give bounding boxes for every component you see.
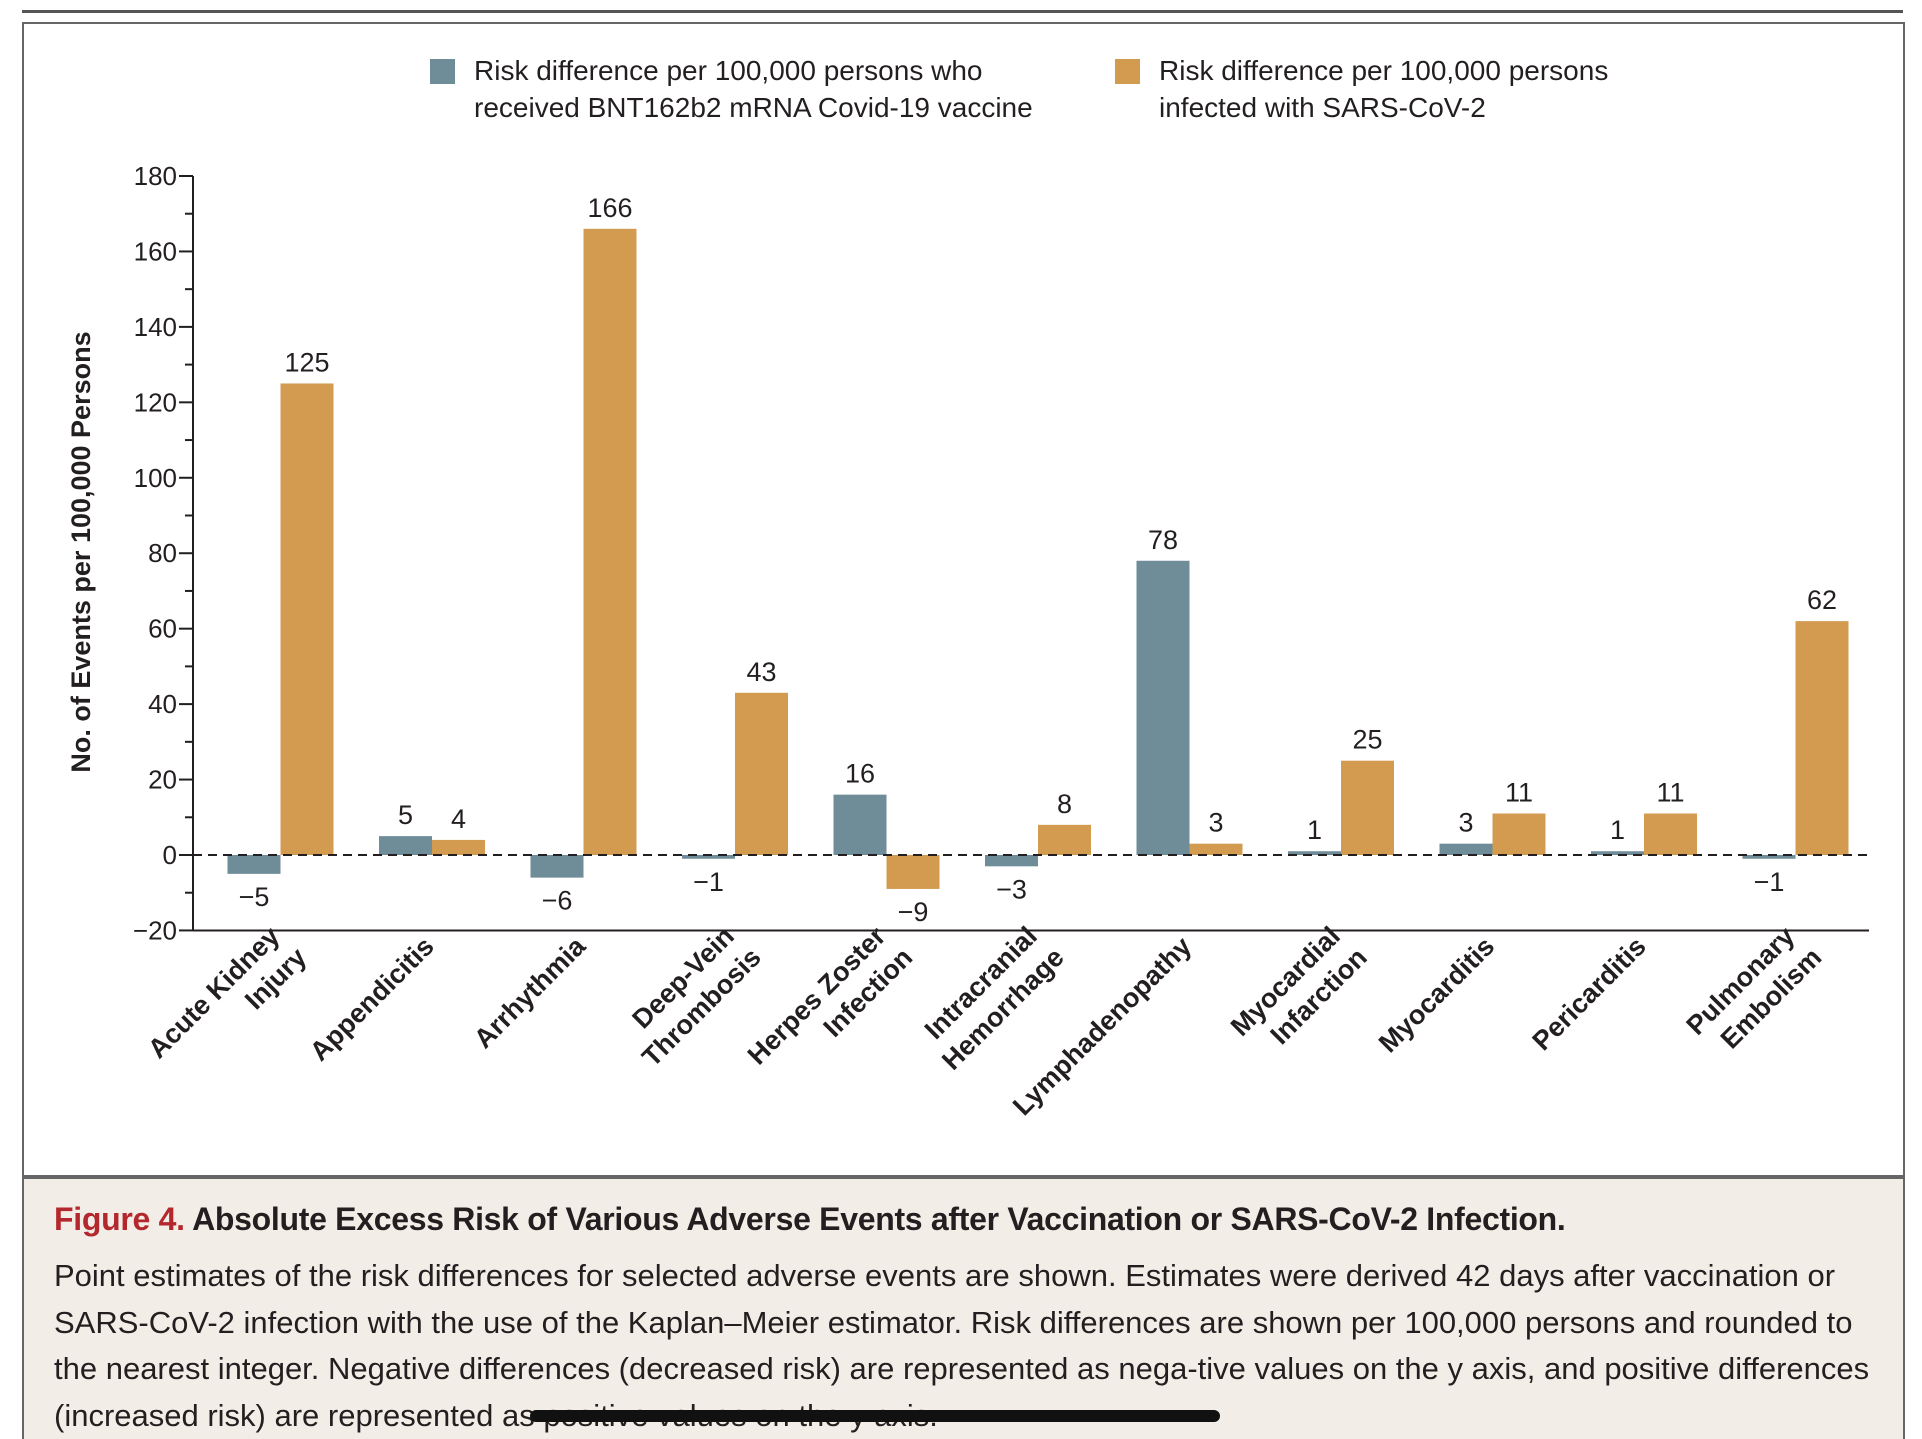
legend-label-1: Risk difference per 100,000 persons who xyxy=(474,55,982,86)
bar-vaccine xyxy=(379,836,432,855)
figure-label: Figure 4. xyxy=(54,1201,185,1237)
bar-infection xyxy=(886,855,940,889)
figure-caption: Figure 4. Absolute Excess Risk of Variou… xyxy=(22,1175,1905,1439)
category-label: Pericarditis xyxy=(1527,931,1652,1056)
data-label: 62 xyxy=(1807,585,1837,615)
legend-label-1: received BNT162b2 mRNA Covid-19 vaccine xyxy=(474,92,1033,123)
data-label: 4 xyxy=(451,804,466,834)
y-tick-label: 140 xyxy=(134,312,177,342)
bar-vaccine xyxy=(682,855,735,859)
legend-label-2: infected with SARS-CoV-2 xyxy=(1159,92,1486,123)
y-tick-label: 40 xyxy=(148,689,177,719)
data-label: 1 xyxy=(1307,815,1322,845)
bar-infection xyxy=(1795,621,1849,855)
bar-infection xyxy=(1644,813,1697,855)
home-indicator-bar[interactable] xyxy=(530,1410,1220,1422)
data-label: 3 xyxy=(1208,808,1223,838)
data-label: 78 xyxy=(1148,525,1178,555)
y-tick-label: 100 xyxy=(134,463,177,493)
bar-infection xyxy=(735,692,788,855)
y-tick-label: 80 xyxy=(148,538,177,568)
caption-title: Absolute Excess Risk of Various Adverse … xyxy=(192,1201,1566,1237)
bar-infection xyxy=(1492,813,1546,855)
bar-infection xyxy=(280,383,334,855)
data-label: 1 xyxy=(1610,815,1625,845)
bar-infection xyxy=(1341,760,1394,855)
bar-infection xyxy=(432,839,485,855)
legend-label-2: Risk difference per 100,000 persons xyxy=(1159,55,1608,86)
data-label: 11 xyxy=(1505,778,1533,808)
data-label: −1 xyxy=(1754,867,1785,897)
y-tick-label: −20 xyxy=(133,915,177,945)
category-label: Myocarditis xyxy=(1373,931,1500,1058)
data-label: −1 xyxy=(693,867,724,897)
y-tick-label: 0 xyxy=(163,840,177,870)
bar-vaccine xyxy=(1439,843,1493,855)
bar-vaccine xyxy=(1742,855,1796,859)
category-label-line: Arrhythmia xyxy=(468,930,592,1054)
category-label: PulmonaryEmbolism xyxy=(1681,918,1828,1065)
data-label: 125 xyxy=(284,347,329,377)
category-label: Arrhythmia xyxy=(468,930,592,1054)
y-tick-label: 20 xyxy=(148,765,177,795)
category-label-line: Appendicitis xyxy=(304,931,440,1067)
category-label-line: Myocarditis xyxy=(1373,931,1500,1058)
category-label: MyocardialInfarction xyxy=(1225,918,1373,1066)
bar-infection xyxy=(583,228,637,856)
category-label-line: Pericarditis xyxy=(1527,931,1652,1056)
data-label: −3 xyxy=(996,874,1027,904)
category-label: Appendicitis xyxy=(304,931,440,1067)
data-label: −5 xyxy=(239,882,270,912)
y-axis-label: No. of Events per 100,000 Persons xyxy=(66,331,96,772)
figure-frame xyxy=(22,22,1905,1177)
bar-vaccine xyxy=(1591,851,1644,855)
y-tick-label: 160 xyxy=(134,236,177,266)
bar-vaccine xyxy=(227,855,281,874)
y-tick-label: 60 xyxy=(148,614,177,644)
data-label: 11 xyxy=(1656,778,1684,808)
data-label: 25 xyxy=(1352,725,1382,755)
bar-vaccine xyxy=(833,794,887,855)
data-label: 8 xyxy=(1057,789,1072,819)
bar-vaccine xyxy=(985,855,1038,867)
data-label: −9 xyxy=(898,897,929,927)
data-label: 5 xyxy=(398,800,413,830)
bar-vaccine xyxy=(530,855,584,878)
data-label: 3 xyxy=(1458,808,1473,838)
bar-vaccine xyxy=(1136,560,1190,855)
bar-infection xyxy=(1189,843,1243,855)
data-label: 16 xyxy=(845,759,875,789)
category-label: Herpes ZosterInfection xyxy=(742,918,918,1094)
legend-swatch-2 xyxy=(1115,59,1140,84)
bar-vaccine xyxy=(1288,851,1341,855)
caption-body: Point estimates of the risk differences … xyxy=(54,1258,1870,1433)
bar-chart: −20 0 20 40 60 80 100 120 140 160 180 No. of Events… xyxy=(66,55,1869,1121)
category-label: IntracranialHemorrhage xyxy=(912,918,1070,1076)
data-label: 43 xyxy=(746,657,776,687)
data-label: −6 xyxy=(542,886,573,916)
top-rule xyxy=(22,10,1903,13)
data-label: 166 xyxy=(587,193,632,223)
caption-title-line: Figure 4. Absolute Excess Risk of Variou… xyxy=(54,1201,1566,1238)
y-tick-label: 120 xyxy=(134,387,177,417)
bar-infection xyxy=(1038,824,1091,855)
legend-swatch-1 xyxy=(430,59,455,84)
y-tick-label: 180 xyxy=(134,161,177,191)
